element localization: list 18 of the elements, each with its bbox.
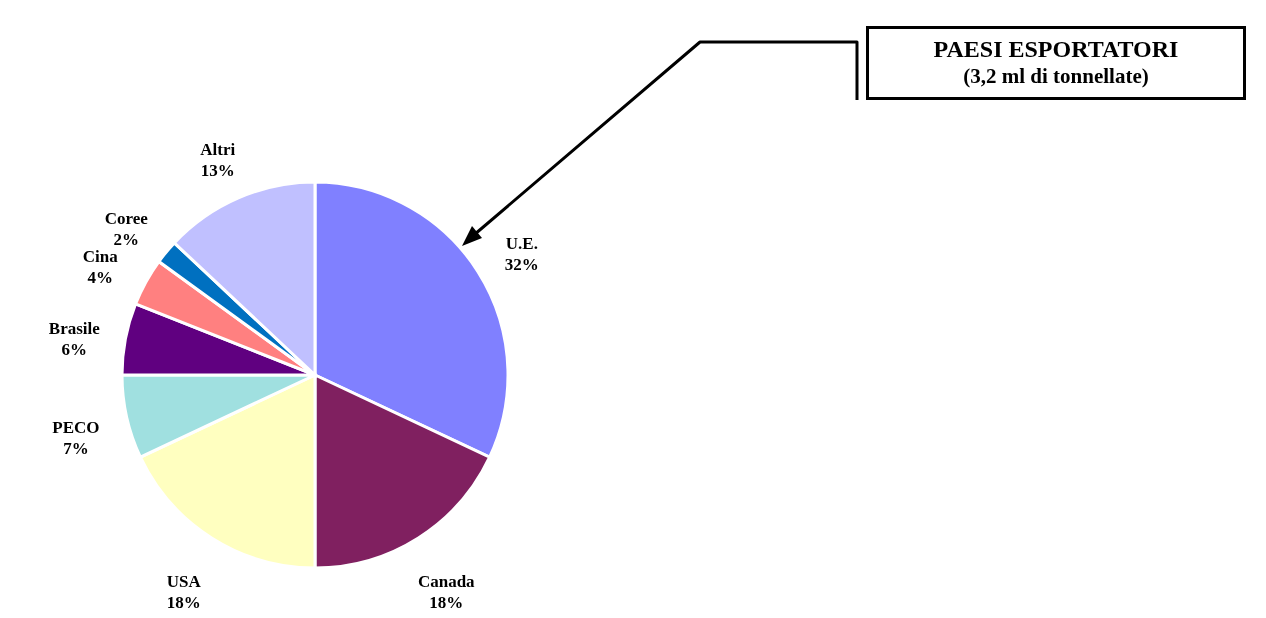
- data-label: 13%: [200, 161, 235, 181]
- data-label: 4%: [87, 267, 114, 287]
- slice-label: Cina: [82, 246, 119, 266]
- data-label: 18%: [166, 592, 201, 612]
- slice-label: U.E.: [505, 233, 538, 253]
- slice-label: Brasile: [48, 319, 101, 339]
- data-label: 18%: [429, 592, 464, 612]
- slice-label: USA: [166, 571, 202, 591]
- data-label: 6%: [61, 340, 88, 360]
- slice-label: PECO: [52, 418, 100, 438]
- text: PAESI ESPORTATORI: [932, 35, 1180, 63]
- data-label: 32%: [504, 254, 539, 274]
- text: (3,2 ml di tonnellate): [962, 63, 1150, 89]
- slice-label: Canada: [417, 571, 476, 591]
- data-label: 7%: [63, 439, 89, 459]
- slice-label: Coree: [104, 208, 149, 228]
- data-label: 2%: [113, 229, 139, 249]
- slice-label: Altri: [200, 140, 236, 160]
